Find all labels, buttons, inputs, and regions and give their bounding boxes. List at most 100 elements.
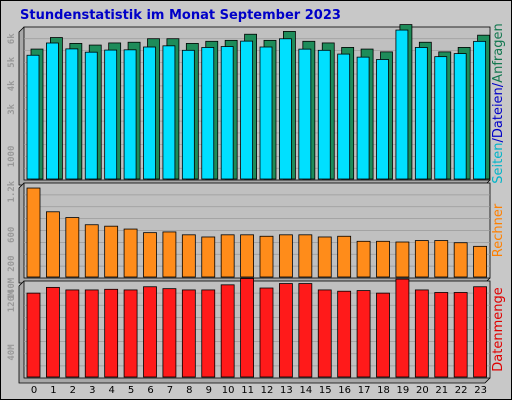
bar-bot-datenmenge-12 <box>259 287 274 378</box>
bar-bot-datenmenge-14 <box>298 283 313 378</box>
bar-bot-datenmenge-2 <box>65 289 80 378</box>
bar-bot-datenmenge-8 <box>181 289 196 378</box>
bar-mid-rechner-23 <box>473 245 487 278</box>
bar-mid-rechner-8 <box>181 234 196 278</box>
chart-title: Stundenstatistik im Monat September 2023 <box>20 8 341 23</box>
xtick-label-23: 23 <box>474 385 487 396</box>
bar-mid-rechner-22 <box>453 242 468 278</box>
xtick-label-12: 12 <box>261 385 274 396</box>
bar-top-seiten-15 <box>317 49 331 180</box>
bar-top-seiten-12 <box>259 46 273 180</box>
bar-bot-datenmenge-0 <box>26 292 41 378</box>
bar-mid-rechner-14 <box>298 234 313 278</box>
bar-bot-datenmenge-20 <box>414 289 429 378</box>
bar-bot-datenmenge-18 <box>376 292 390 378</box>
bar-mid-rechner-16 <box>337 235 352 278</box>
bar-mid-rechner-5 <box>123 228 138 278</box>
xtick-label-22: 22 <box>455 385 468 396</box>
xtick-label-2: 2 <box>70 385 76 396</box>
bar-top-seiten-18 <box>376 59 389 180</box>
panel-top-ytick-label: 1000 <box>7 146 17 168</box>
bar-mid-rechner-10 <box>220 234 235 278</box>
bar-top-seiten-19 <box>395 29 409 180</box>
bar-bot-datenmenge-5 <box>123 289 138 378</box>
bar-mid-rechner-6 <box>143 232 157 278</box>
bar-mid-rechner-21 <box>434 240 449 278</box>
bar-bot-datenmenge-23 <box>473 286 487 378</box>
bar-top-seiten-5 <box>123 49 137 180</box>
panel-bot-ytick-label: 40M <box>7 344 17 361</box>
bar-top-seiten-0 <box>26 54 40 180</box>
panel-bot-side-label-part: Datenmenge <box>491 287 506 371</box>
bar-bot-datenmenge-16 <box>337 290 352 378</box>
bar-top-seiten-3 <box>84 51 98 180</box>
bar-bot-datenmenge-17 <box>356 290 371 378</box>
panel-mid-ytick-label: 600 <box>7 227 17 243</box>
bar-mid-rechner-19 <box>395 241 410 278</box>
bar-top-seiten-9 <box>201 47 215 180</box>
bar-bot-datenmenge-6 <box>143 286 157 378</box>
bar-top-seiten-4 <box>104 49 118 180</box>
xtick-label-8: 8 <box>186 385 192 396</box>
panel-top-ytick-label: 4k <box>7 80 17 91</box>
bar-mid-rechner-3 <box>84 224 99 278</box>
bar-top-seiten-2 <box>65 48 79 180</box>
bar-mid-rechner-2 <box>65 217 80 278</box>
panel-mid-side-label: Rechner <box>491 203 506 257</box>
bar-bot-datenmenge-22 <box>453 292 468 378</box>
bar-top-seiten-7 <box>162 45 176 180</box>
bar-mid-rechner-1 <box>46 211 60 278</box>
bar-top-seiten-23 <box>473 40 486 180</box>
bar-top-seiten-22 <box>453 53 467 180</box>
bar-bot-datenmenge-7 <box>162 288 177 378</box>
xtick-label-3: 3 <box>89 385 95 396</box>
bar-top-seiten-20 <box>414 47 428 180</box>
panel-top-ytick-label: 6k <box>7 33 17 44</box>
panel-top-side-label-part: Dateien <box>491 87 506 138</box>
bar-bot-datenmenge-10 <box>220 284 235 378</box>
bar-top-seiten-17 <box>356 56 370 180</box>
bar-top-seiten-10 <box>220 46 234 180</box>
panel-bot-side-label: Datenmenge <box>491 287 506 371</box>
bar-mid-rechner-9 <box>201 236 216 278</box>
xtick-label-5: 5 <box>128 385 134 396</box>
bar-mid-rechner-12 <box>259 235 274 278</box>
bar-top-seiten-16 <box>337 53 351 180</box>
panel-mid-side-label-part: Rechner <box>491 203 506 257</box>
bar-mid-rechner-0 <box>26 187 41 278</box>
xtick-label-11: 11 <box>241 385 254 396</box>
panel-bot-ytick-label: 140M <box>7 277 17 299</box>
xtick-label-14: 14 <box>299 385 312 396</box>
bar-mid-rechner-13 <box>279 234 293 278</box>
xtick-label-16: 16 <box>338 385 351 396</box>
bar-bot-datenmenge-9 <box>201 289 216 378</box>
bar-top-seiten-6 <box>143 46 156 180</box>
bar-mid-rechner-7 <box>162 231 177 278</box>
xtick-label-4: 4 <box>108 385 114 396</box>
bar-mid-rechner-17 <box>356 240 371 278</box>
bar-mid-rechner-15 <box>317 236 332 278</box>
bar-top-seiten-11 <box>240 40 253 180</box>
panel-top-side-label-part: / <box>491 82 506 87</box>
bar-mid-rechner-18 <box>376 240 390 278</box>
bar-bot-datenmenge-3 <box>84 289 99 378</box>
bar-top-seiten-13 <box>279 38 292 180</box>
bar-bot-datenmenge-1 <box>46 286 60 378</box>
bar-bot-datenmenge-13 <box>279 283 293 378</box>
xtick-label-20: 20 <box>416 385 429 396</box>
bar-bot-datenmenge-4 <box>104 288 119 378</box>
bar-mid-rechner-11 <box>240 234 254 278</box>
panel-mid-ytick-label: 1.2k <box>7 180 17 202</box>
bar-bot-datenmenge-19 <box>395 278 410 378</box>
bar-top-seiten-21 <box>434 56 448 180</box>
panel-top-plot-area <box>23 26 491 181</box>
xtick-label-1: 1 <box>50 385 56 396</box>
panel-mid-ytick-label: 200 <box>7 255 17 271</box>
xtick-label-7: 7 <box>167 385 173 396</box>
bar-bot-datenmenge-11 <box>240 278 254 378</box>
xtick-label-10: 10 <box>222 385 235 396</box>
xtick-label-13: 13 <box>280 385 293 396</box>
bar-bot-datenmenge-21 <box>434 292 449 378</box>
